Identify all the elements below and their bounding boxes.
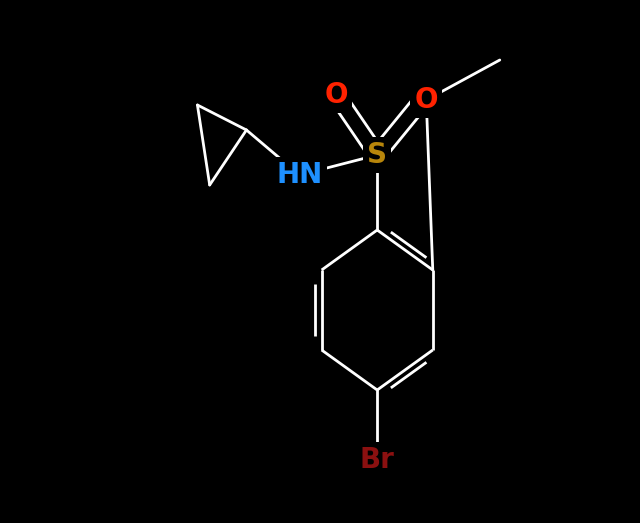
Text: Br: Br [360, 446, 395, 474]
Text: O: O [324, 81, 348, 109]
Text: O: O [415, 86, 438, 114]
Text: O: O [415, 81, 438, 109]
Text: HN: HN [276, 161, 323, 189]
Text: S: S [367, 141, 387, 169]
